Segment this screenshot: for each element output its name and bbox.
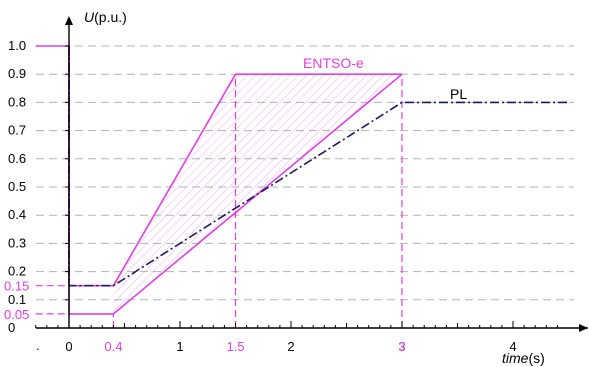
y-tick-label-0: 0 xyxy=(8,320,15,335)
y-axis-title-unit: (p.u.) xyxy=(94,9,127,25)
y-highlight-label-0: 0.15 xyxy=(4,279,29,294)
y-tick-label-4: 0.4 xyxy=(8,207,26,222)
y-axis-title: U(p.u.) xyxy=(84,9,127,25)
y-tick-label-7: 0.7 xyxy=(8,123,26,138)
y-axis-arrow xyxy=(65,16,73,25)
tick-labels: 0 0.1 0.2 0.3 0.4 0.5 0.6 0.7 0.8 0.9 1.0 0 1 2 3 4 0.4 1… xyxy=(4,38,517,354)
y-tick-label-9: 0.9 xyxy=(8,66,26,81)
x-tick-label-3: 3 xyxy=(398,339,405,354)
x-axis-arrow xyxy=(579,324,588,332)
y-tick-label-6: 0.6 xyxy=(8,151,26,166)
grid-lines xyxy=(36,45,574,301)
y-tick-label-5: 0.5 xyxy=(8,179,26,194)
legend-entsoe-label: ENTSO-e xyxy=(303,55,364,71)
x-tick-label-4: 4 xyxy=(509,339,516,354)
x-axis-title: time(s) xyxy=(502,350,545,366)
y-tick-label-1: 0.1 xyxy=(8,292,26,307)
y-tick-label-8: 0.8 xyxy=(8,94,26,109)
y-highlight-label-1: 0.05 xyxy=(4,307,29,322)
x-axis-title-symbol: time xyxy=(502,350,529,366)
y-tick-label-2: 0.2 xyxy=(8,264,26,279)
x-axis-title-unit: (s) xyxy=(528,350,544,366)
axes xyxy=(35,16,588,332)
y-tick-label-3: 0.3 xyxy=(8,235,26,250)
y-tick-label-10: 1.0 xyxy=(8,38,26,53)
legend-pl-label: PL xyxy=(450,86,467,102)
x-tick-label-2: 2 xyxy=(287,339,294,354)
x-tick-label-0: 0 xyxy=(65,339,72,354)
x-origin-mark: . xyxy=(36,338,40,353)
x-highlight-label-2: 3 xyxy=(398,339,405,354)
x-highlight-label-0: 0.4 xyxy=(104,339,122,354)
x-tick-label-1: 1 xyxy=(176,339,183,354)
y-axis-title-symbol: U xyxy=(84,9,95,25)
x-highlight-label-1: 1.5 xyxy=(226,339,244,354)
